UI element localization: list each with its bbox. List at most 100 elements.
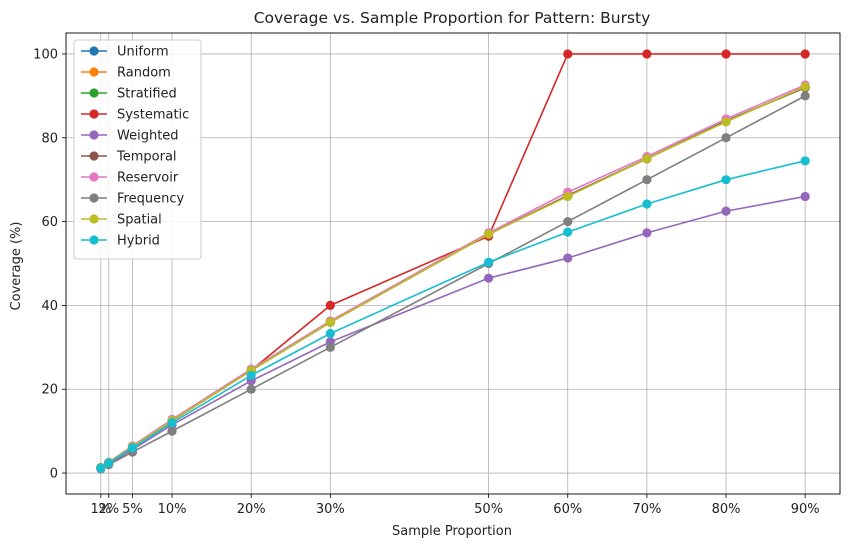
x-tick-label: 60% [553, 502, 582, 517]
x-tick-label: 5% [122, 502, 143, 517]
x-tick-label: 90% [791, 502, 820, 517]
y-tick-label: 60 [41, 215, 58, 230]
data-point-frequency [167, 426, 177, 436]
legend-item-random: Random [81, 66, 171, 81]
series-line-hybrid [100, 160, 806, 469]
legend-item-spatial: Spatial [81, 213, 162, 228]
legend: Uniform Random Stratified Systematic Weighte… [73, 39, 202, 260]
data-point-spatial [800, 82, 810, 92]
data-point-frequency [800, 91, 810, 101]
data-point-hybrid [96, 463, 106, 473]
data-point-hybrid [721, 175, 731, 185]
legend-marker-swatch [89, 130, 99, 140]
legend-label: Systematic [117, 108, 189, 123]
legend-label: Frequency [117, 192, 184, 207]
series-weighted [96, 191, 810, 474]
data-point-weighted [642, 228, 652, 238]
data-point-hybrid [800, 156, 810, 166]
data-point-weighted [563, 253, 573, 263]
legend-marker-swatch [89, 46, 99, 56]
series-spatial [96, 82, 810, 473]
data-point-hybrid [246, 370, 256, 380]
legend-label: Weighted [117, 129, 179, 144]
data-point-systematic [800, 49, 810, 59]
series-line-spatial [100, 85, 806, 469]
data-point-frequency [721, 133, 731, 143]
data-point-spatial [563, 191, 573, 202]
y-tick-label: 0 [50, 467, 58, 482]
legend-item-weighted: Weighted [81, 129, 179, 144]
data-point-spatial [484, 229, 494, 239]
y-axis-ticks: 0 20 40 60 80 100 [33, 47, 66, 482]
legend-label: Reservoir [117, 171, 179, 186]
x-tick-label: 30% [316, 502, 345, 517]
legend-marker-swatch [89, 67, 99, 77]
data-point-weighted [484, 273, 494, 283]
data-point-hybrid [484, 257, 494, 267]
legend-item-hybrid: Hybrid [81, 234, 160, 249]
y-tick-label: 40 [41, 299, 58, 314]
data-point-systematic [563, 49, 573, 59]
data-point-spatial [325, 317, 335, 327]
x-tick-label: 70% [632, 502, 661, 517]
plot-area-frame [65, 32, 841, 495]
legend-item-uniform: Uniform [81, 45, 169, 60]
legend-marker-swatch [89, 235, 99, 245]
legend-item-temporal: Temporal [81, 150, 177, 165]
series-line-reservoir [100, 84, 806, 469]
x-tick-label: 50% [474, 502, 503, 517]
x-axis-label: Sample Proportion [392, 524, 512, 539]
legend-label: Spatial [117, 213, 162, 228]
x-tick-label: 1% [91, 502, 112, 517]
legend-item-systematic: Systematic [81, 108, 189, 123]
data-point-spatial [642, 154, 652, 164]
x-tick-label: 20% [237, 502, 266, 517]
data-point-systematic [642, 49, 652, 59]
grid [66, 33, 840, 494]
y-tick-label: 20 [41, 383, 58, 398]
x-axis-ticks: 1%2% 5% 10% 20% 30% 50% 60% 70% 80% 90% [91, 494, 820, 517]
legend-marker-swatch [89, 88, 99, 98]
data-point-weighted [800, 191, 810, 202]
x-tick-label: 80% [712, 502, 741, 517]
legend-item-stratified: Stratified [81, 87, 177, 102]
data-point-spatial [721, 117, 731, 127]
x-tick-label: 10% [158, 502, 187, 517]
legend-item-reservoir: Reservoir [81, 171, 179, 186]
data-point-hybrid [642, 199, 652, 209]
y-axis-label: Coverage (%) [9, 222, 24, 311]
legend-box [73, 39, 202, 260]
data-point-frequency [642, 175, 652, 185]
series-systematic [96, 49, 810, 473]
legend-marker-swatch [89, 151, 99, 161]
legend-item-frequency: Frequency [81, 192, 184, 207]
series-layer [96, 49, 810, 474]
legend-marker-swatch [89, 193, 99, 203]
legend-marker-swatch [89, 172, 99, 182]
data-point-hybrid [167, 418, 177, 428]
data-point-systematic [325, 300, 335, 311]
data-point-hybrid [127, 443, 138, 453]
legend-marker-swatch [89, 109, 99, 119]
data-point-frequency [325, 342, 335, 352]
data-point-hybrid [325, 328, 335, 339]
legend-label: Random [117, 66, 171, 81]
series-line-frequency [100, 95, 806, 470]
x-tick-label: 2% [98, 502, 119, 517]
series-line-weighted [100, 195, 806, 470]
legend-label: Hybrid [117, 234, 160, 249]
legend-label: Stratified [117, 87, 177, 102]
y-tick-label: 80 [41, 131, 58, 146]
series-hybrid [96, 156, 810, 473]
data-point-frequency [246, 384, 256, 394]
legend-label: Uniform [117, 45, 169, 60]
series-reservoir [96, 80, 810, 473]
y-tick-label: 100 [33, 47, 58, 62]
data-point-systematic [721, 49, 731, 59]
data-point-hybrid [563, 227, 573, 237]
legend-label: Temporal [116, 150, 177, 165]
legend-marker-swatch [89, 214, 99, 224]
data-point-weighted [721, 206, 731, 216]
chart-title: Coverage vs. Sample Proportion for Patte… [254, 9, 651, 27]
